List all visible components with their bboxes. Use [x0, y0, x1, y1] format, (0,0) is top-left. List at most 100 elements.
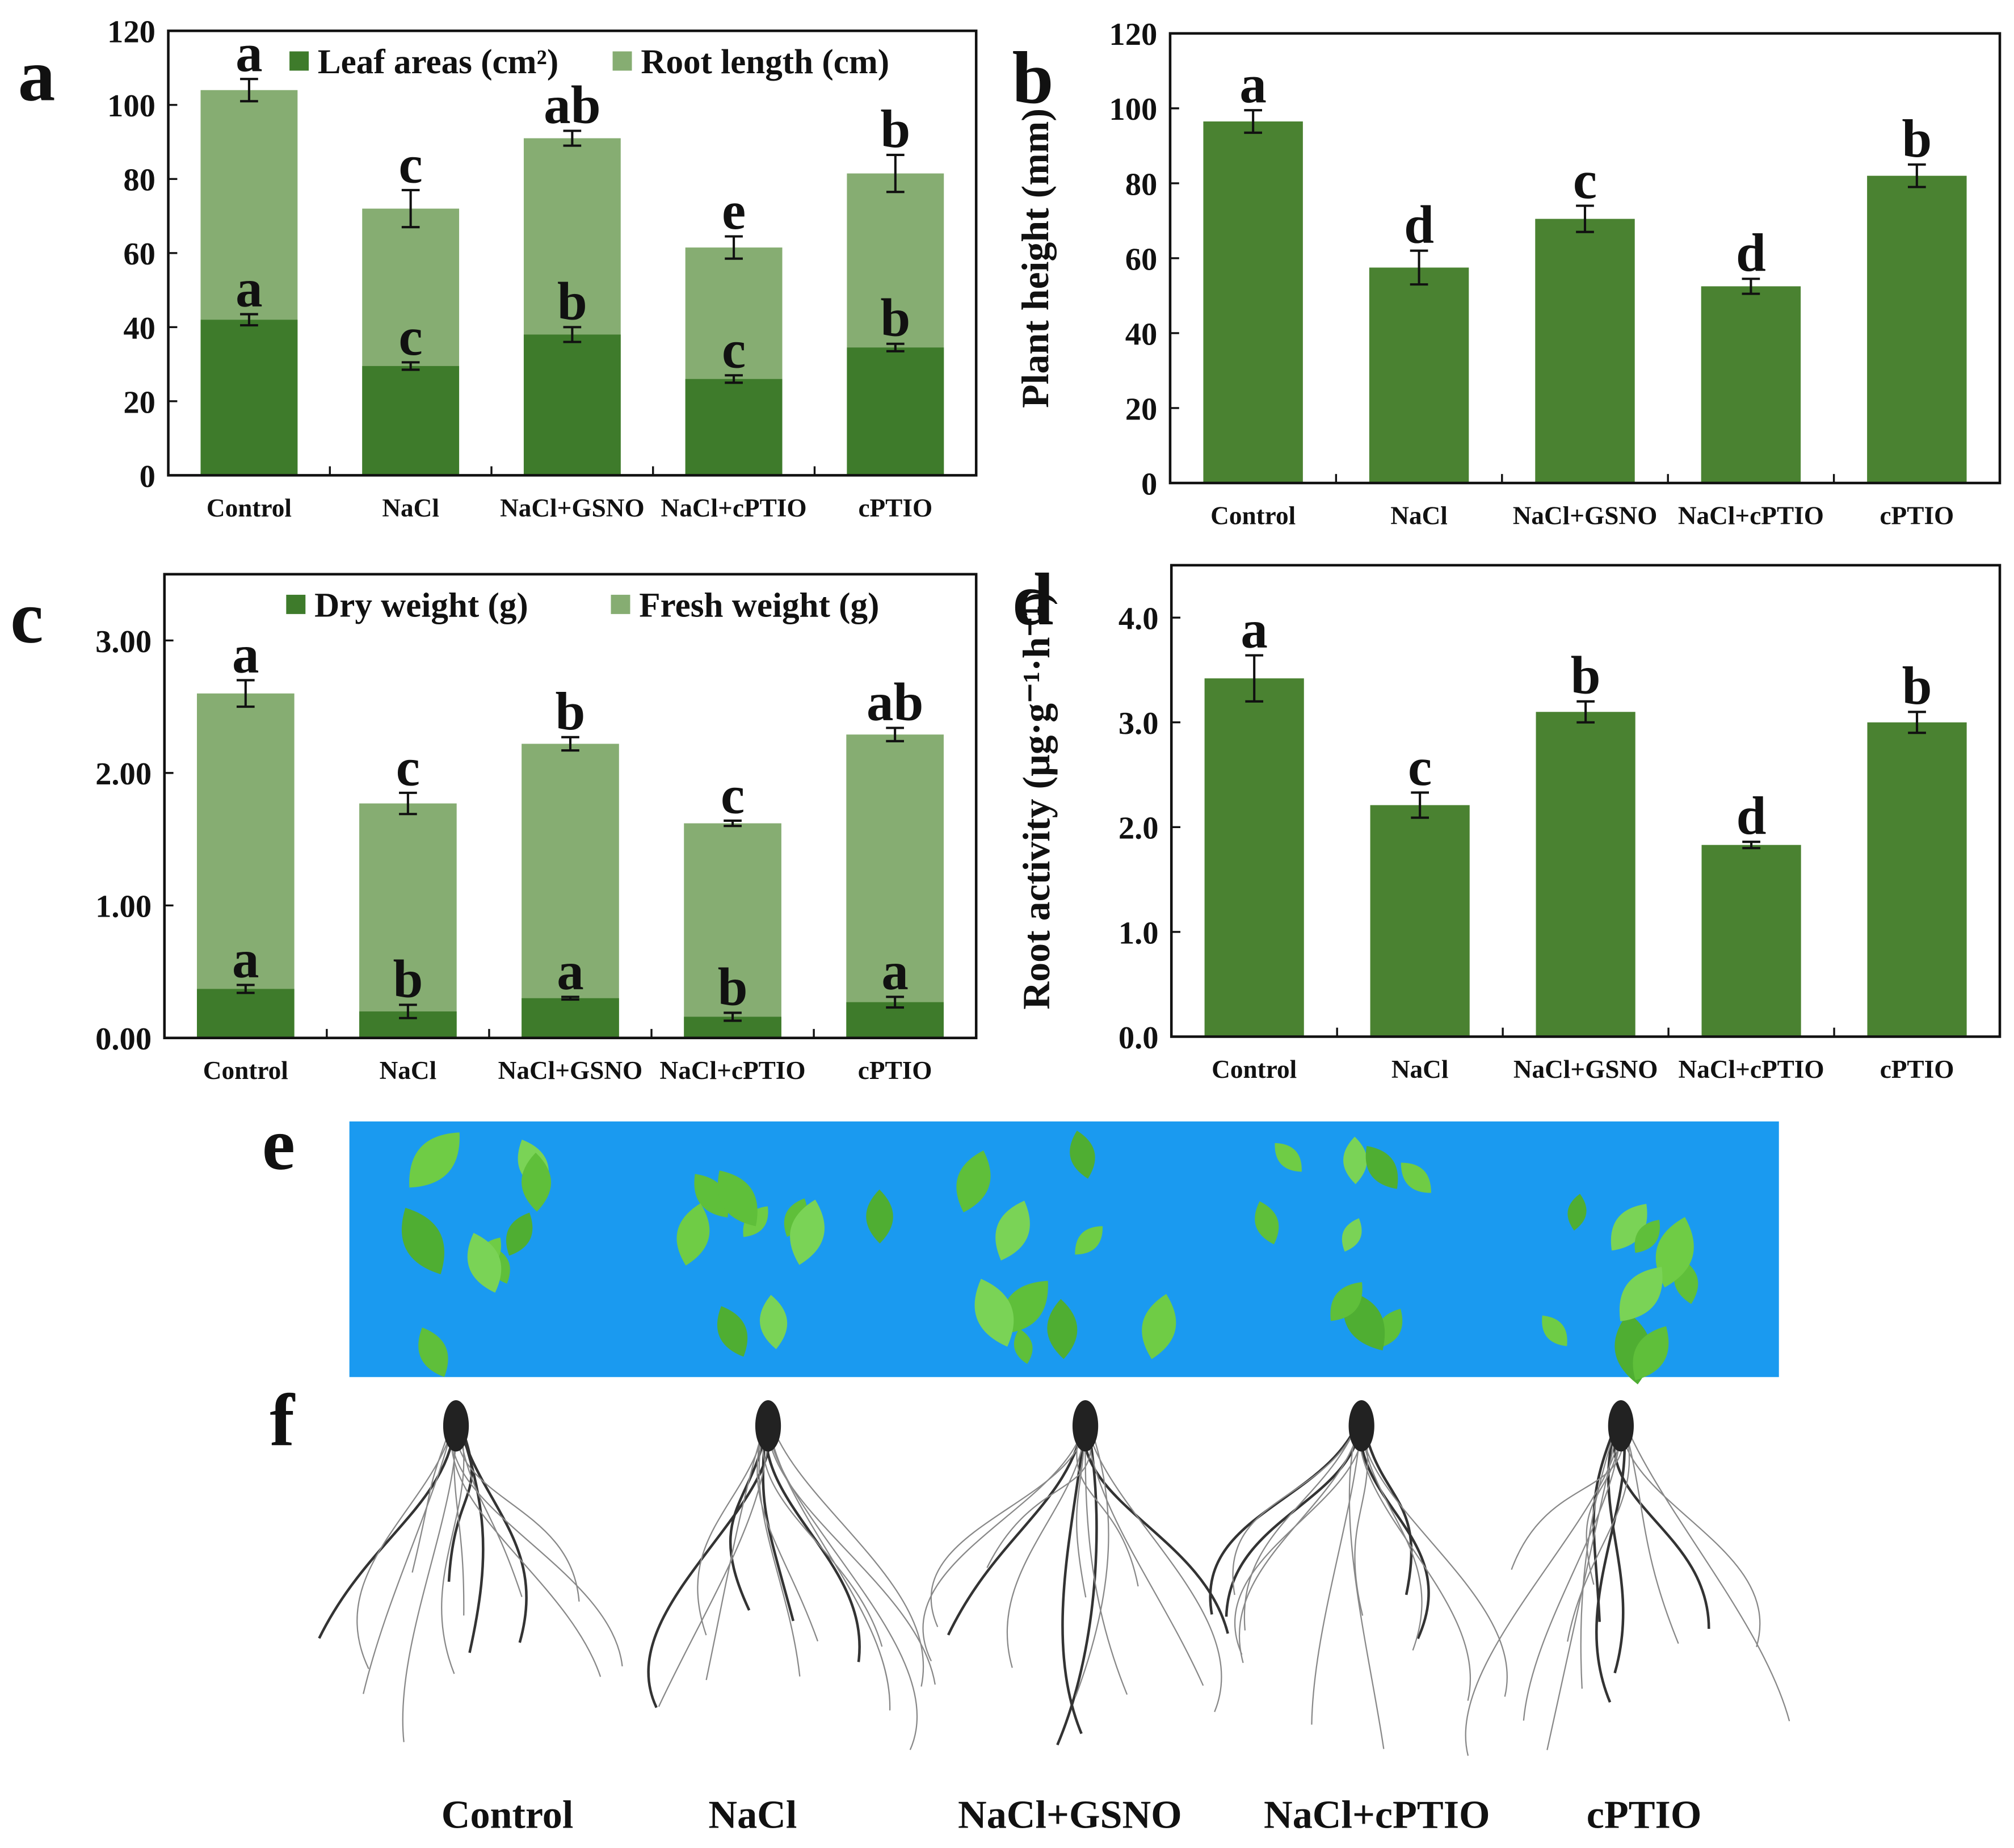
- leaf: [418, 1327, 448, 1377]
- leaf: [1075, 1226, 1103, 1255]
- error-bar: [563, 326, 582, 343]
- bar: [1204, 678, 1304, 1037]
- root: [1082, 1413, 1229, 1634]
- y-tick-label: 40: [123, 311, 155, 346]
- error-bar: [1244, 109, 1262, 134]
- bar: [1535, 219, 1635, 484]
- y-tick-label: 80: [123, 163, 155, 198]
- x-tick-label: Control: [207, 494, 292, 522]
- y-tick-label: 20: [123, 385, 155, 420]
- root: [1348, 1413, 1385, 1749]
- significance-letter: b: [880, 288, 910, 348]
- legend-label: Fresh weight (g): [639, 586, 879, 624]
- x-tick-label: NaCl+cPTIO: [1679, 1055, 1824, 1083]
- bar: [522, 744, 619, 1038]
- error-bar: [1907, 163, 1926, 188]
- leaf: [717, 1170, 758, 1227]
- y-tick-label: 40: [1125, 317, 1158, 352]
- leaf: [1542, 1315, 1567, 1346]
- leaf: [409, 1132, 460, 1188]
- root: [1084, 1413, 1222, 1712]
- error-bar: [724, 819, 742, 828]
- error-bar: [725, 374, 743, 384]
- significance-letter: b: [556, 681, 586, 741]
- leaf: [1633, 1326, 1669, 1380]
- y-tick-label: 3.0: [1119, 706, 1159, 741]
- y-tick-label: 80: [1125, 167, 1158, 202]
- significance-letter: b: [1571, 645, 1601, 705]
- root: [1056, 1413, 1098, 1746]
- root: [451, 1413, 623, 1667]
- root: [756, 1413, 819, 1642]
- group-label: Control: [442, 1793, 574, 1837]
- leaf: [974, 1279, 1014, 1347]
- y-tick-label: 60: [1125, 242, 1158, 277]
- y-tick-label: 60: [123, 237, 155, 272]
- significance-letter: b: [393, 949, 423, 1009]
- y-tick-label: 100: [107, 89, 155, 124]
- root: [1358, 1413, 1471, 1701]
- x-tick-label: Control: [1210, 501, 1296, 530]
- root: [930, 1413, 1086, 1627]
- leaf: [506, 1212, 533, 1256]
- leaf: [1330, 1282, 1363, 1321]
- leaf: [1047, 1299, 1078, 1359]
- root: [455, 1413, 580, 1602]
- leaf: [522, 1152, 552, 1212]
- leaf: [401, 1207, 444, 1275]
- bar: [359, 803, 457, 1038]
- root: [1607, 1412, 1625, 1674]
- root: [441, 1413, 465, 1674]
- panel-label: f: [270, 1379, 295, 1461]
- root: [658, 1413, 770, 1707]
- root: [1620, 1413, 1679, 1644]
- bar: [522, 998, 619, 1038]
- root: [1243, 1413, 1363, 1631]
- error-bar: [1410, 249, 1428, 286]
- root: [1232, 1413, 1363, 1595]
- leaf: [1401, 1162, 1431, 1193]
- error-bar: [1908, 711, 1926, 734]
- root: [411, 1413, 457, 1573]
- root: [455, 1412, 485, 1653]
- error-bar: [561, 996, 579, 1001]
- error-bar: [886, 996, 904, 1009]
- x-tick-label: cPTIO: [858, 494, 932, 522]
- y-tick-label: 100: [1109, 92, 1157, 127]
- panel-label: b: [1012, 37, 1054, 119]
- bar: [1701, 845, 1801, 1037]
- bar: [1370, 805, 1470, 1037]
- error-bar: [399, 1003, 417, 1019]
- root: [363, 1413, 457, 1694]
- root-crown: [443, 1400, 469, 1452]
- y-tick-label: 2.0: [1119, 811, 1159, 846]
- y-tick-label: 0: [140, 459, 155, 494]
- error-bar: [1245, 654, 1264, 703]
- legend-label: Root length (cm): [641, 43, 889, 81]
- significance-letter: b: [1902, 656, 1932, 716]
- significance-letter: b: [880, 99, 910, 159]
- y-axis-label: Plant height (mm): [1014, 108, 1057, 408]
- bar: [196, 989, 295, 1038]
- error-bar: [886, 153, 905, 194]
- root: [1238, 1413, 1363, 1664]
- bar: [196, 693, 295, 1038]
- y-tick-label: 20: [1125, 392, 1158, 427]
- significance-letter: b: [718, 957, 748, 1017]
- significance-letter: c: [396, 737, 420, 797]
- error-bar: [1742, 841, 1760, 850]
- error-bar: [236, 679, 255, 708]
- bar: [362, 366, 460, 476]
- x-tick-label: NaCl: [1390, 501, 1448, 530]
- x-tick-label: NaCl+GSNO: [500, 494, 645, 522]
- error-bar: [236, 984, 255, 994]
- root: [1523, 1413, 1622, 1721]
- x-tick-label: NaCl+GSNO: [498, 1056, 643, 1085]
- error-bar: [886, 342, 905, 352]
- bar: [846, 734, 944, 1038]
- y-tick-label: 120: [1109, 17, 1157, 52]
- error-bar: [401, 361, 420, 371]
- y-tick-label: 120: [107, 15, 155, 50]
- bar: [684, 823, 781, 1038]
